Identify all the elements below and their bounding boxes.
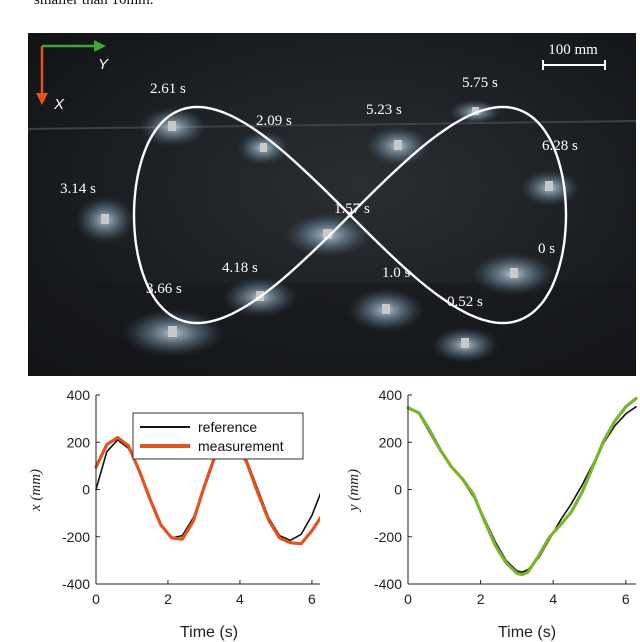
x-tick-label: 2 — [164, 591, 172, 607]
time-label: 2.61 s — [150, 81, 186, 97]
x-tick-label: 4 — [236, 591, 244, 607]
x-axis-label: X — [53, 96, 65, 113]
y-tick-label: -200 — [374, 529, 402, 545]
y-tick-label: 400 — [67, 387, 91, 403]
time-label: 6.28 s — [542, 138, 578, 154]
y-arrow-head-icon — [94, 40, 106, 52]
y-tick-label: -200 — [62, 529, 90, 545]
time-label: 2.09 s — [256, 113, 292, 129]
x-tick-label: 6 — [308, 591, 316, 607]
axis-indicator: Y X — [36, 40, 109, 113]
y-tick-label: 0 — [82, 482, 90, 498]
y-tick-label: 400 — [379, 387, 403, 403]
time-label: 0 s — [538, 241, 555, 257]
x-chart-ylabel: x (mm) — [28, 469, 44, 512]
time-label: 3.66 s — [146, 281, 182, 297]
flight-photo: Y X 100 mm 2.61 s 2.09 s 5.23 s 5.75 s 6… — [28, 33, 636, 376]
y-axis-label: Y — [98, 56, 109, 73]
scale-bar: 100 mm — [542, 42, 606, 70]
time-label: 5.23 s — [366, 102, 402, 118]
x-tick-label: 0 — [92, 591, 100, 607]
x-tick-label: 2 — [477, 591, 485, 607]
y-tick-label: -400 — [374, 576, 402, 592]
x-tick-label: 0 — [404, 591, 412, 607]
floor-shadow — [28, 283, 636, 376]
time-labels: 2.61 s 2.09 s 5.23 s 5.75 s 6.28 s 3.14 … — [60, 75, 578, 310]
time-label: 4.18 s — [222, 260, 258, 276]
legend-label-measurement: measurement — [198, 438, 284, 454]
y-chart-ylabel: y (mm) — [346, 469, 362, 513]
legend-box — [132, 412, 304, 460]
y-tick-label: 200 — [67, 434, 91, 450]
time-label: 1.57 s — [334, 201, 370, 217]
y-tick-label: -400 — [62, 576, 90, 592]
x-chart-xlabel: Time (s) — [180, 624, 238, 641]
series-line-measurement — [406, 396, 638, 577]
plot-area — [408, 395, 636, 584]
caption-fragment: smaller than 10mm. — [34, 0, 154, 8]
y-chart-xlabel: Time (s) — [498, 624, 556, 641]
legend-label-reference: reference — [198, 419, 257, 435]
time-label: 0.52 s — [447, 294, 483, 310]
background-edge — [28, 120, 636, 130]
y-tick-label: 200 — [379, 434, 403, 450]
x-tick-label: 6 — [622, 591, 630, 607]
chart-legend: reference measurement — [132, 412, 304, 460]
figure-eight-trajectory — [132, 105, 568, 325]
scale-bar-label: 100 mm — [548, 42, 598, 58]
time-label: 3.14 s — [60, 181, 96, 197]
x-tick-label: 4 — [549, 591, 557, 607]
y-tick-label: 0 — [394, 482, 402, 498]
x-arrow-head-icon — [36, 93, 48, 105]
time-label: 5.75 s — [462, 75, 498, 91]
time-label: 1.0 s — [382, 265, 411, 281]
